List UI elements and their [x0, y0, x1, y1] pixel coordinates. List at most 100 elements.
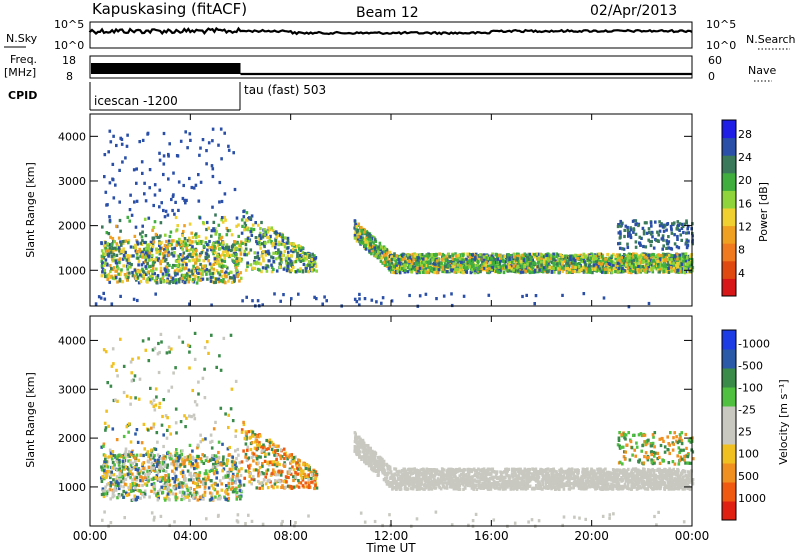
echo-cell: [104, 475, 107, 480]
echo-cell: [410, 270, 413, 274]
echo-cell: [107, 482, 110, 486]
echo-cell: [456, 267, 459, 272]
echo-cell: [225, 233, 229, 237]
echo-cell: [379, 259, 383, 263]
echo-cell: [572, 257, 575, 261]
nsearch-label: N.Search: [746, 33, 796, 46]
echo-cell: [418, 263, 422, 267]
echo-cell: [218, 263, 221, 267]
echo-cell: [270, 263, 273, 267]
echo-cell: [125, 258, 129, 262]
echo-cell: [592, 254, 596, 258]
echo-cell: [606, 267, 609, 271]
echo-cell: [185, 263, 188, 267]
echo-cell: [190, 465, 193, 469]
nave-right-tick-bottom: 0: [708, 70, 715, 83]
echo-cell: [634, 252, 638, 256]
echo-cell: [271, 228, 275, 232]
echo-cell: [654, 258, 657, 262]
echo-cell: [490, 256, 493, 260]
echo-cell: [170, 197, 173, 202]
echo-cell: [358, 297, 361, 301]
echo-cell: [133, 494, 136, 498]
echo-cell: [382, 253, 385, 257]
echo-cell: [183, 198, 186, 202]
echo-cell: [116, 468, 119, 472]
echo-cell: [235, 224, 238, 228]
echo-cell: [221, 244, 224, 248]
echo-cell: [686, 224, 690, 228]
echo-cell: [296, 254, 299, 258]
echo-cell: [111, 453, 115, 457]
echo-cell: [679, 259, 683, 263]
echo-cell: [497, 265, 500, 269]
echo-cell: [191, 277, 195, 282]
echo-cell: [435, 253, 439, 257]
echo-cell: [180, 481, 184, 485]
echo-cell: [212, 462, 215, 466]
echo-cell: [581, 265, 585, 269]
echo-cell: [142, 467, 145, 471]
echo-cell: [238, 256, 242, 260]
echo-cell: [209, 479, 213, 483]
echo-cell: [195, 248, 198, 253]
echo-cell: [373, 254, 376, 258]
echo-cell: [406, 256, 410, 260]
echo-cell: [208, 262, 212, 266]
echo-cell: [397, 255, 401, 259]
echo-cell: [602, 258, 605, 262]
echo-cell: [278, 254, 282, 258]
echo-cell: [446, 256, 450, 260]
echo-cell: [182, 251, 186, 255]
echo-cell: [108, 280, 111, 284]
echo-cell: [210, 246, 213, 250]
echo-cell: [590, 257, 594, 261]
beam-title: Beam 12: [356, 5, 419, 21]
echo-cell: [123, 239, 126, 243]
echo-cell: [153, 458, 157, 462]
echo-cell: [143, 181, 146, 185]
echo-cell: [526, 266, 530, 270]
echo-cell: [286, 236, 290, 240]
echo-cell: [367, 247, 371, 251]
echo-cell: [225, 498, 228, 502]
echo-cell: [150, 468, 154, 472]
echo-cell: [172, 193, 175, 197]
echo-cell: [165, 351, 169, 355]
echo-cell: [227, 496, 230, 500]
echo-cell: [361, 241, 365, 245]
echo-cell: [196, 446, 199, 450]
echo-cell: [249, 248, 253, 252]
echo-cell: [124, 477, 128, 481]
echo-cell: [186, 274, 189, 278]
echo-cell: [279, 265, 282, 269]
echo-cell: [230, 460, 234, 464]
echo-cell: [158, 151, 161, 155]
echo-cell: [195, 482, 199, 486]
echo-cell: [257, 261, 261, 265]
echo-cell: [682, 230, 685, 235]
echo-cell: [187, 493, 190, 497]
echo-cell: [120, 454, 124, 458]
echo-cell: [676, 220, 680, 224]
echo-cell: [651, 235, 654, 239]
echo-cell: [684, 252, 688, 256]
echo-cell: [197, 199, 201, 203]
echo-cell: [636, 261, 639, 266]
echo-cell: [237, 244, 241, 248]
echo-cell: [191, 240, 194, 244]
echo-cell: [463, 265, 466, 269]
echo-cell: [216, 483, 219, 487]
echo-cell: [454, 254, 458, 258]
echo-cell: [115, 368, 118, 372]
echo-cell: [112, 266, 116, 270]
echo-cell: [175, 259, 179, 263]
echo-cell: [170, 247, 174, 251]
echo-cell: [677, 223, 680, 227]
echo-cell: [215, 457, 218, 461]
echo-cell: [134, 249, 138, 253]
echo-cell: [628, 262, 631, 267]
echo-cell: [169, 432, 172, 436]
echo-cell: [165, 494, 169, 498]
echo-cell: [167, 473, 170, 477]
